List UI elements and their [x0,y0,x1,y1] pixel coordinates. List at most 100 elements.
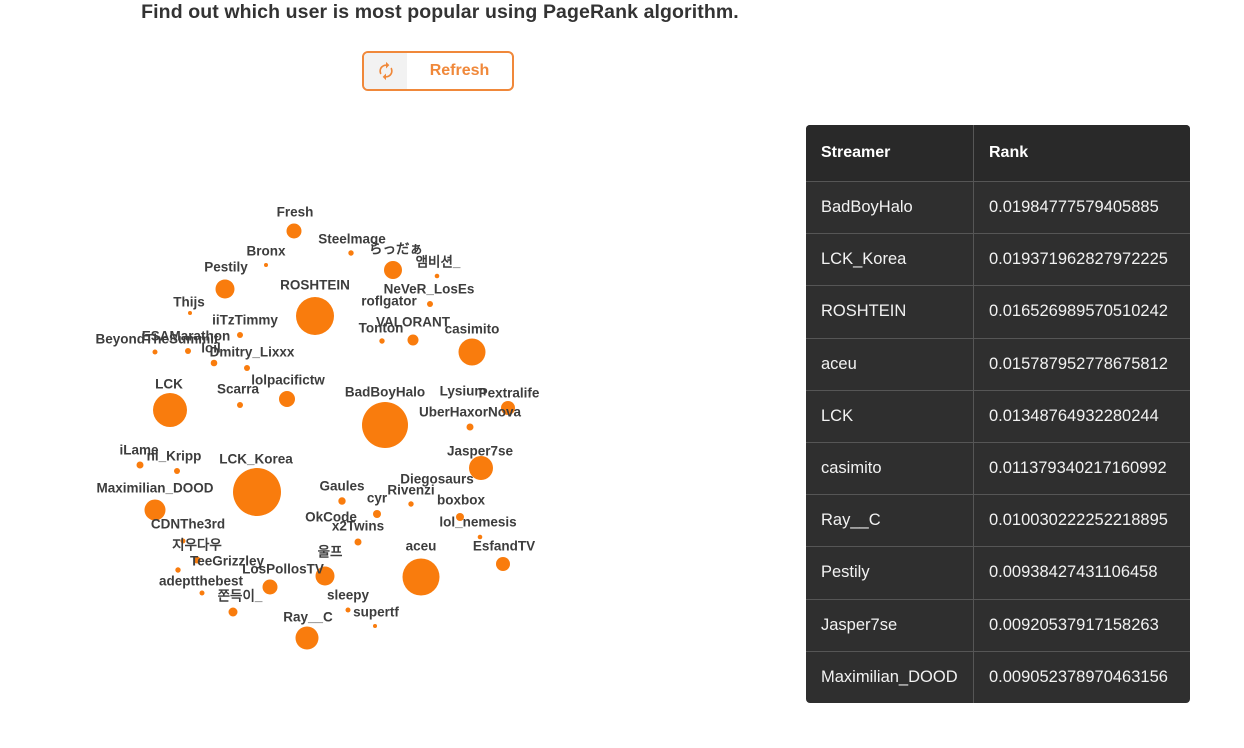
table-body: BadBoyHalo 0.01984777579405885 LCK_Korea 0.… [806,181,1190,703]
bubble-supertf[interactable] [373,624,377,628]
streamer-cell: Jasper7se [821,615,898,634]
bubble-LosPollosTV[interactable] [262,579,278,595]
node-label: LosPollosTV [242,562,324,577]
node-label: adeptthebest [159,574,244,589]
streamer-cell: Maximilian_DOOD [821,667,958,686]
table-row: BadBoyHalo 0.01984777579405885 [806,181,1190,234]
node-label: LCK [155,377,183,392]
refresh-button-label: Refresh [429,62,490,79]
node-label: casimito [445,322,500,337]
bubble-adeptthebest[interactable] [199,590,205,596]
bubble-Jasper7se[interactable] [469,456,493,480]
bubble-cyr[interactable] [373,510,381,518]
bubble-TeeGrizzley[interactable] [175,567,181,573]
bubble-nl_Kripp[interactable] [174,468,180,474]
bubble-Gaules[interactable] [338,497,346,505]
streamer-cell: BadBoyHalo [821,198,913,217]
bubble-らっだぁ[interactable] [384,261,402,279]
bubble-VALORANT[interactable] [407,334,419,346]
bubble-CDNThe3rd[interactable] [180,538,186,544]
node-label: boxbox [437,493,485,508]
bubble-Scarra[interactable] [237,402,243,408]
node-label: Jasper7se [447,444,514,459]
bubble-LCK[interactable] [153,393,187,427]
node-label: lolpacifictw [251,373,325,388]
bubble-iiTzTimmy[interactable] [237,332,243,338]
node-label: nl_Kripp [147,449,202,464]
bubble-지우다우[interactable] [193,556,201,564]
rank-cell: 0.009052378970463156 [973,651,1190,703]
node-label: iLame [119,443,159,458]
bubble-casimito[interactable] [458,338,486,366]
bubble-EsfandTV[interactable] [496,557,510,571]
bubble-Fresh[interactable] [286,223,302,239]
node-label: Rivenzi [387,483,434,498]
bubble-쫀득이_[interactable] [228,607,238,617]
bubble-UberHaxorNova[interactable] [466,423,474,431]
rank-cell: 0.01348764932280244 [973,390,1190,442]
refresh-button[interactable]: Refresh [362,51,514,91]
streamer-cell: Ray__C [821,511,881,530]
node-label: Steelmage [318,232,386,247]
table-row: LCK_Korea 0.019371962827972225 [806,233,1190,286]
bubble-x2Twins[interactable] [354,538,362,546]
node-label: Ray__C [283,610,333,625]
rank-cell: 0.011379340217160992 [973,442,1190,495]
header-streamer: Streamer [821,144,891,161]
bubble-Tonton[interactable] [379,338,385,344]
bubble-sleepy[interactable] [345,607,351,613]
bubble-울프[interactable] [315,566,335,586]
bubble-lol_nemesis[interactable] [456,513,464,521]
bubble-LCK_Korea[interactable] [233,468,281,516]
node-label: Dmitry_Lixxx [210,345,295,360]
node-label: 앰비션_ [416,254,461,270]
bubble-ROSHTEIN[interactable] [296,297,334,335]
bubble-roflgator[interactable] [427,301,433,307]
node-label: NeVeR_LosEs [384,282,475,297]
bubble-Bronx[interactable] [264,263,268,267]
bubble-Dmitry_Lixxx[interactable] [244,365,250,371]
bubble-BadBoyHalo[interactable] [362,402,408,448]
bubble-Pestily[interactable] [215,279,235,299]
bubble-iLame[interactable] [136,461,144,469]
table-row: aceu 0.015787952778675812 [806,337,1190,390]
bubble-앰비션_[interactable] [434,273,440,279]
bubble-BeyondTheSummit[interactable] [152,349,158,355]
node-label: loil [201,341,221,356]
table-row: casimito 0.011379340217160992 [806,441,1190,495]
node-label: UberHaxorNova [419,405,522,420]
node-label: OkCode [305,510,357,525]
streamer-cell: ROSHTEIN [821,302,907,321]
bubble-aceu[interactable] [402,558,440,596]
node-label: EsfandTV [473,539,535,554]
refresh-icon [364,53,407,89]
bubble-Ray__C[interactable] [295,626,319,650]
table-row: Ray__C 0.010030222252218895 [806,494,1190,547]
table-row: ROSHTEIN 0.016526989570510242 [806,285,1190,338]
node-label: LCK_Korea [219,452,293,467]
node-label: Fresh [277,205,314,220]
bubble-Steelmage[interactable] [348,250,354,256]
node-label: BeyondTheSummit [95,332,219,347]
bubble-loil[interactable] [210,359,218,367]
table-row: LCK 0.01348764932280244 [806,389,1190,442]
node-label: ESAMarathon [142,329,231,344]
bubble-lolpacifictw[interactable] [279,391,295,407]
bubble-Thijs[interactable] [188,311,192,315]
node-label: roflgator [361,294,417,309]
node-label: 울프 [318,544,343,560]
node-label: iiTzTimmy [212,313,278,328]
node-label: Maximilian_DOOD [96,481,213,496]
node-label: supertf [353,605,399,620]
bubble-node[interactable] [477,534,483,540]
node-label: lol_nemesis [439,515,516,530]
bubble-Rivenzi[interactable] [408,501,414,507]
bubble-Pextralife[interactable] [501,401,515,415]
node-label: Lysium [440,384,487,399]
table-header: Streamer Rank [806,125,1190,181]
streamer-cell: aceu [821,354,857,373]
node-label: Pextralife [479,386,540,401]
bubble-ESAMarathon[interactable] [185,348,191,354]
bubble-Maximilian_DOOD[interactable] [144,499,166,521]
node-label: 쫀득이_ [218,588,263,604]
